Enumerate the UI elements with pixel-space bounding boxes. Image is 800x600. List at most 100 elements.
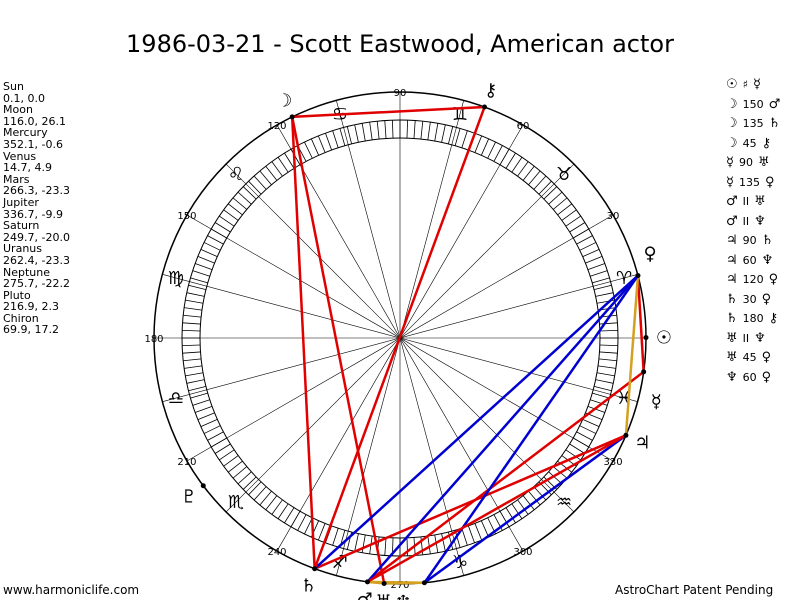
- degree-tick: [517, 499, 529, 515]
- planet-position: 262.4, -23.3: [3, 253, 70, 267]
- zodiac-sign-icon: ♑: [452, 552, 468, 573]
- degree-tick: [548, 471, 563, 485]
- planet-marker: [643, 335, 649, 341]
- planet-glyph: ♀: [761, 369, 772, 385]
- degree-tick: [200, 248, 218, 258]
- planet-name: Mars: [3, 172, 30, 186]
- degree-tick: [188, 385, 207, 392]
- degree-tick: [461, 130, 468, 148]
- degree-tick: [197, 412, 215, 421]
- aspect-symbol: II: [742, 214, 750, 228]
- aspect-line: [290, 116, 316, 569]
- aspect-row: ☿ 90 ♅: [726, 153, 785, 173]
- degree-tick: [188, 284, 207, 291]
- aspect-row: ♅ 45 ♀: [726, 348, 785, 368]
- planet-name: Pluto: [3, 288, 31, 302]
- zodiac-sign-icon: ♉: [556, 164, 572, 185]
- degree-tick: [565, 449, 581, 461]
- degree-tick: [186, 379, 205, 384]
- degree-tick: [533, 486, 547, 501]
- degree-tick: [427, 122, 431, 141]
- planet-position-list: Sun 0.1, 0.0 Moon 116.0, 26.1 Mercury 352.1, …: [3, 81, 70, 336]
- planet-glyph: ♆: [726, 369, 738, 385]
- planet-name: Chiron: [3, 311, 39, 325]
- degree-tick: [487, 141, 496, 159]
- planet-marker: [623, 432, 629, 438]
- degree-tick: [454, 128, 461, 146]
- aspect-line: [366, 274, 639, 583]
- aspect-line: [366, 370, 645, 583]
- planet-glyph: ♃: [726, 252, 738, 268]
- degree-tick: [361, 123, 366, 142]
- degree-tick: [227, 203, 243, 216]
- planet-name: Moon: [3, 103, 33, 117]
- degree-tick: [579, 425, 597, 434]
- planet-jupiter-icon: ♃: [634, 432, 650, 453]
- degree-tick: [533, 175, 547, 190]
- degree-tick: [310, 138, 320, 156]
- aspect-symbol: II: [742, 331, 750, 345]
- aspect-symbol: 45: [742, 136, 757, 150]
- planet-mercury-icon: ☿: [651, 391, 662, 412]
- degree-tick: [185, 299, 204, 304]
- degree-tick: [599, 351, 618, 354]
- degree-tick: [597, 365, 616, 369]
- degree-tick: [271, 499, 283, 515]
- aspect-row: ♄ 30 ♀: [726, 290, 785, 310]
- degree-tick: [593, 385, 612, 392]
- degree-tick: [185, 372, 204, 377]
- degree-label: 270: [390, 580, 409, 591]
- degree-tick: [468, 525, 475, 543]
- website-link[interactable]: www.harmoniclife.com: [3, 583, 140, 597]
- degree-tick: [317, 135, 326, 153]
- degree-tick: [595, 292, 614, 297]
- planet-glyph: ♄: [768, 116, 781, 131]
- planet-position: 266.3, -23.3: [3, 184, 70, 198]
- planet-marker: [200, 483, 206, 489]
- degree-tick: [593, 284, 612, 291]
- degree-tick: [582, 418, 600, 428]
- planet-name: Jupiter: [3, 195, 39, 209]
- degree-tick: [346, 126, 353, 145]
- aspect-symbol: 120: [742, 273, 764, 286]
- planet-glyph: ☽: [726, 96, 738, 112]
- aspect-row: ☽ 45 ⚷: [726, 134, 785, 154]
- degree-tick: [522, 495, 535, 511]
- degree-tick: [461, 528, 468, 546]
- degree-tick: [219, 215, 235, 227]
- planet-glyph: ⚷: [761, 135, 772, 151]
- chart-title: 1986-03-21 - Scott Eastwood, American ac…: [126, 30, 674, 58]
- degree-tick: [543, 186, 558, 200]
- degree-tick: [369, 122, 373, 141]
- aspect-symbol: 90: [742, 234, 757, 247]
- degree-tick: [579, 242, 597, 251]
- aspect-row: ♆ 60 ♀: [726, 368, 785, 388]
- aspect-row: ♃ 90 ♄: [726, 231, 785, 251]
- degree-tick: [569, 443, 586, 454]
- planet-saturn-icon: ♄: [300, 576, 316, 597]
- planet-glyph: ☽: [726, 135, 738, 151]
- degree-tick: [332, 130, 339, 148]
- planet-name: Venus: [3, 149, 37, 163]
- aspect-symbol: 60: [742, 253, 757, 267]
- aspect-line: [624, 275, 640, 436]
- aspect-row: ☽ 135 ♄: [726, 114, 785, 134]
- degree-label: 30: [607, 211, 620, 222]
- degree-tick: [480, 520, 490, 538]
- degree-tick: [277, 503, 289, 519]
- aspect-symbol: 60: [742, 370, 757, 384]
- degree-tick: [325, 133, 332, 151]
- aspect-row: ♃ 120 ♀: [726, 270, 785, 290]
- degree-tick: [595, 379, 614, 384]
- planet-glyph: ♄: [726, 311, 738, 326]
- degree-tick: [259, 490, 272, 506]
- degree-tick: [297, 514, 307, 531]
- aspect-line: [367, 580, 425, 585]
- degree-tick: [511, 157, 523, 173]
- degree-label: 300: [513, 547, 532, 558]
- degree-tick: [265, 165, 278, 181]
- degree-tick: [232, 197, 248, 210]
- planet-glyph: ♀: [761, 291, 772, 307]
- aspect-row: ☽ 150 ♂: [726, 95, 785, 115]
- degree-tick: [304, 141, 313, 159]
